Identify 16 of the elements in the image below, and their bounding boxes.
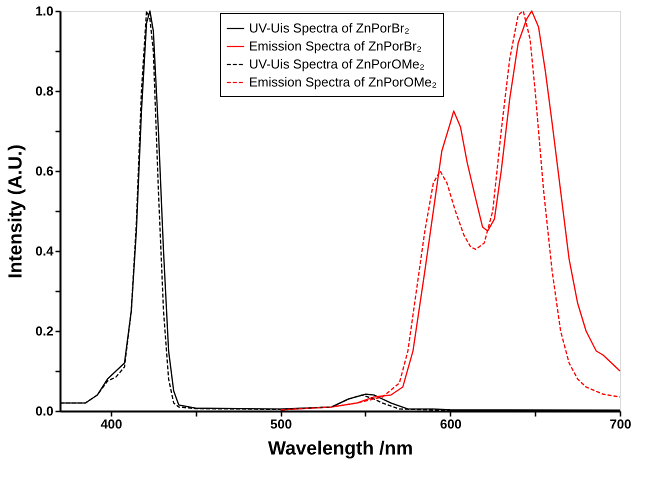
x-axis-title: Wavelength /nm — [268, 438, 413, 460]
y-tick-label: 0.0 — [35, 404, 54, 418]
y-tick-label: 0.6 — [35, 164, 54, 178]
y-axis-title: Intensity (A.U.) — [5, 144, 26, 279]
y-tick-label: 0.2 — [35, 324, 54, 338]
legend-label: UV-Uis Spectra of ZnPorOMe₂ — [249, 56, 425, 72]
x-tick-label: 700 — [610, 416, 632, 432]
legend-label: Emission Spectra of ZnPorOMe₂ — [249, 74, 437, 90]
y-tick-label: 1.0 — [35, 4, 54, 18]
y-tick-label: 0.8 — [35, 84, 54, 98]
x-tick-label: 600 — [440, 416, 462, 432]
legend-label: Emission Spectra of ZnPorBr₂ — [249, 38, 422, 54]
x-tick-label: 400 — [100, 416, 122, 432]
y-tick-label: 0.4 — [35, 244, 54, 258]
legend-label: UV-Uis Spectra of ZnPorBr₂ — [249, 20, 410, 36]
x-tick-label: 500 — [270, 416, 292, 432]
